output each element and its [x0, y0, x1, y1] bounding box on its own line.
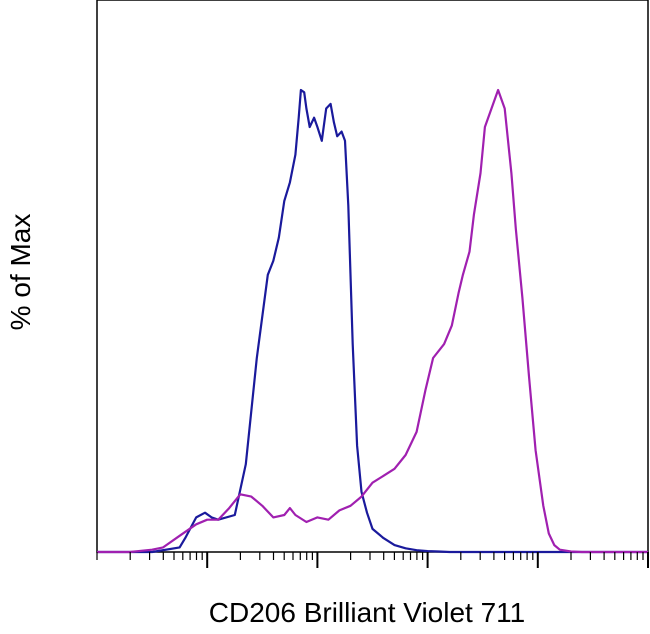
- plot-frame: [96, 0, 649, 553]
- x-axis-label: CD206 Brilliant Violet 711: [209, 597, 525, 628]
- x-axis-ticks: [96, 552, 649, 568]
- series-layer: [97, 88, 648, 554]
- histogram-series-2: [97, 88, 648, 554]
- histogram-series-1: [97, 88, 648, 554]
- y-axis-label: % of Max: [5, 214, 36, 331]
